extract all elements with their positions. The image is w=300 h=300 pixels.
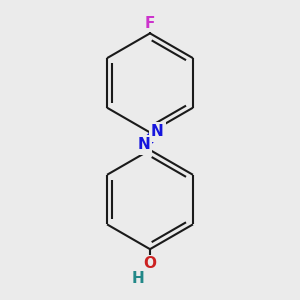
Text: O: O [143, 256, 157, 271]
Text: N: N [151, 124, 164, 140]
Text: F: F [145, 16, 155, 31]
Text: H: H [132, 271, 145, 286]
Text: N: N [137, 137, 150, 152]
